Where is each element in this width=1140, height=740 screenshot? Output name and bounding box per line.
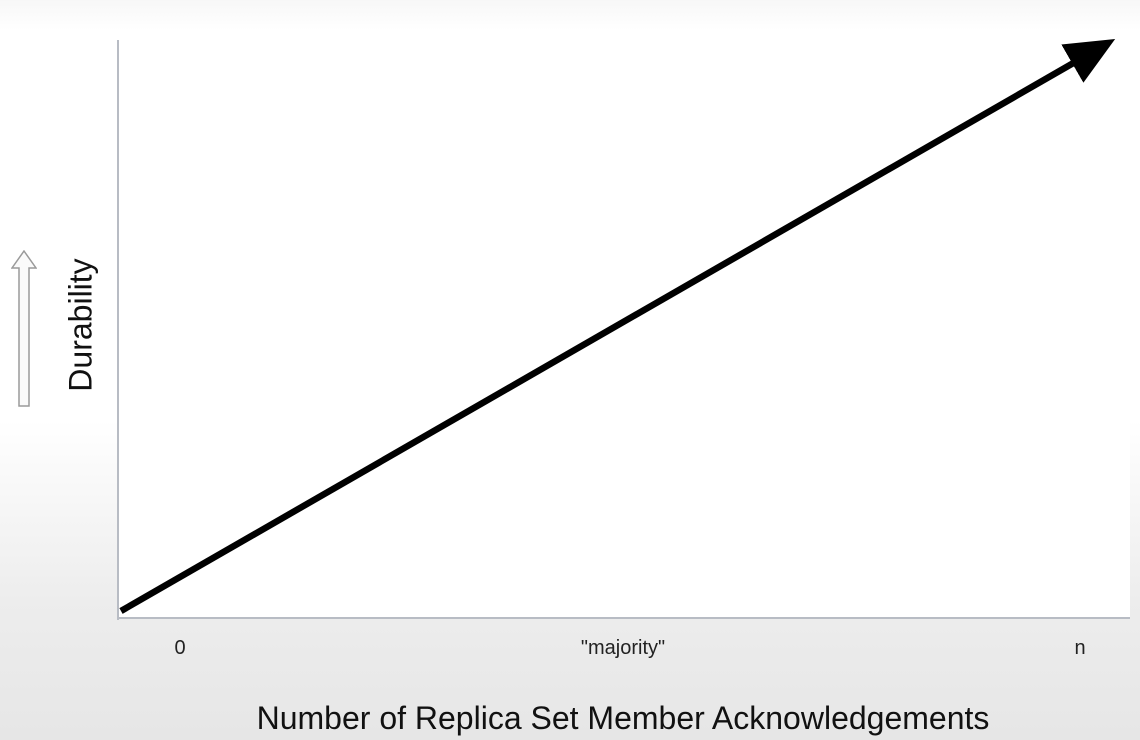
x-tick-label-n: n: [1074, 637, 1086, 659]
x-axis-label: Number of Replica Set Member Acknowledge…: [256, 700, 990, 736]
durability-line: [119, 38, 1116, 614]
x-tick-label-0: 0: [174, 637, 186, 659]
up-arrow-icon: [11, 250, 37, 407]
plot-area: [118, 40, 1130, 618]
x-axis-line: [117, 617, 1130, 619]
x-tick-label-majority: "majority": [580, 637, 666, 659]
y-axis-line: [117, 40, 119, 620]
